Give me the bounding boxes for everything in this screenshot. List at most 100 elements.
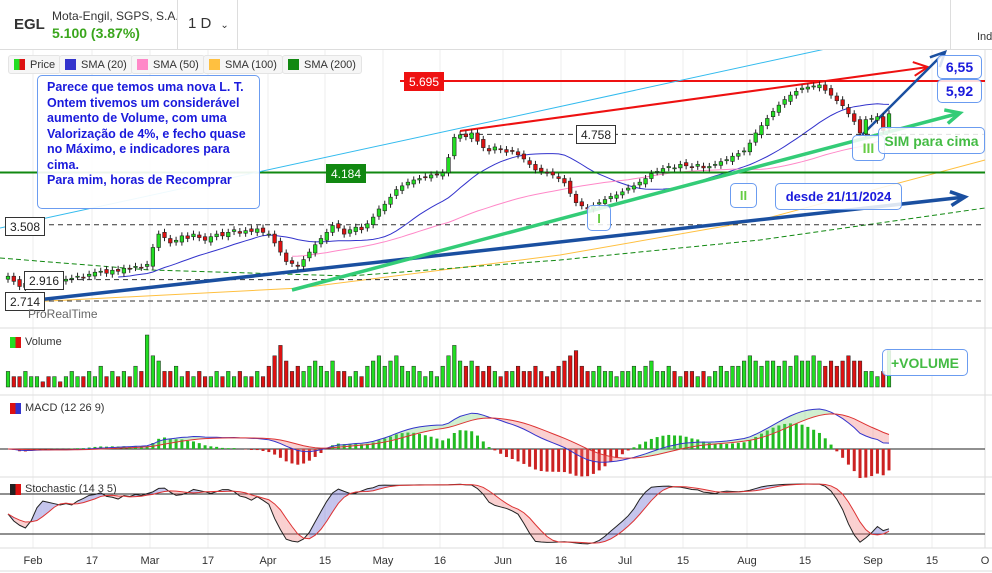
macd-histogram-bar bbox=[284, 449, 288, 462]
candle bbox=[295, 264, 300, 267]
candle bbox=[597, 202, 602, 205]
x-tick-label: Aug bbox=[737, 555, 757, 567]
volume-bar bbox=[63, 376, 69, 388]
macd-histogram-bar bbox=[510, 449, 514, 459]
volume-bar bbox=[759, 365, 764, 388]
macd-cloud bbox=[587, 448, 594, 462]
candle bbox=[145, 264, 150, 267]
macd-histogram-bar bbox=[354, 443, 358, 449]
candle bbox=[359, 226, 364, 231]
candle bbox=[139, 266, 144, 269]
macd-histogram-bar bbox=[296, 449, 300, 465]
macd-cloud bbox=[854, 418, 861, 434]
candle bbox=[840, 99, 845, 107]
candle bbox=[649, 173, 654, 179]
candle bbox=[504, 149, 509, 153]
legend-sma20[interactable]: SMA (20) bbox=[59, 55, 133, 74]
volume-bar bbox=[376, 355, 381, 388]
candle bbox=[318, 238, 324, 245]
volume-bar bbox=[185, 371, 190, 388]
candle bbox=[301, 259, 306, 267]
legend-sma50[interactable]: SMA (50) bbox=[131, 55, 205, 74]
volume-bar bbox=[29, 376, 34, 388]
stoch-cloud bbox=[523, 512, 530, 534]
macd-histogram-bar bbox=[846, 449, 850, 465]
candle bbox=[127, 267, 132, 270]
long-term-trendline bbox=[9, 195, 966, 305]
macd-histogram-bar bbox=[678, 435, 682, 449]
macd-histogram-bar bbox=[255, 449, 259, 451]
macd-histogram-bar bbox=[794, 423, 798, 449]
macd-histogram-bar bbox=[539, 449, 543, 472]
macd-histogram-bar bbox=[551, 449, 555, 472]
volume-bar bbox=[301, 371, 306, 388]
stoch-cloud bbox=[865, 529, 872, 538]
volume-bar bbox=[104, 376, 109, 388]
stoch-cloud bbox=[477, 485, 484, 495]
macd-histogram-bar bbox=[545, 449, 549, 472]
wave-i-label[interactable]: I bbox=[587, 205, 611, 231]
candle bbox=[249, 228, 254, 232]
candle bbox=[620, 191, 625, 196]
macd-histogram-bar bbox=[586, 449, 590, 477]
macd-cloud bbox=[280, 440, 287, 447]
volume-bar bbox=[539, 371, 544, 388]
candle bbox=[162, 232, 167, 238]
volume-pane-label: Volume bbox=[10, 336, 62, 348]
macd-cloud bbox=[802, 410, 808, 422]
volume-bar bbox=[765, 360, 770, 388]
macd-cloud bbox=[541, 429, 548, 441]
macd-cloud bbox=[402, 429, 408, 438]
legend-price[interactable]: Price bbox=[8, 55, 62, 74]
legend-sma100[interactable]: SMA (100) bbox=[203, 55, 283, 74]
macd-histogram-bar bbox=[887, 449, 891, 471]
indicators-button[interactable]: Ind bbox=[977, 31, 992, 43]
candle bbox=[556, 176, 561, 179]
stoch-cloud bbox=[883, 528, 889, 534]
candle bbox=[260, 227, 266, 233]
annotation-note[interactable]: Parece que temos uma nova L. T. Ontem ti… bbox=[37, 75, 260, 209]
candle bbox=[533, 164, 538, 171]
sim-para-cima-label[interactable]: SIM para cima bbox=[878, 127, 985, 154]
target-592[interactable]: 5,92 bbox=[937, 79, 982, 103]
candle bbox=[794, 91, 799, 96]
long-term-trendline-arrowhead bbox=[949, 190, 969, 207]
candle bbox=[429, 174, 434, 179]
candle bbox=[759, 125, 764, 136]
volume-bar bbox=[446, 355, 451, 388]
candle bbox=[168, 238, 173, 244]
volume-swatch bbox=[10, 336, 21, 348]
sma20-swatch bbox=[65, 59, 76, 70]
wave-ii-label[interactable]: II bbox=[730, 183, 757, 208]
volume-bar bbox=[701, 371, 706, 388]
target-655[interactable]: 6,55 bbox=[937, 55, 982, 79]
candle bbox=[753, 132, 758, 143]
candle bbox=[869, 118, 874, 120]
candle bbox=[452, 137, 457, 157]
volume-note[interactable]: +VOLUME bbox=[882, 349, 968, 376]
legend-sma200[interactable]: SMA (200) bbox=[282, 55, 362, 74]
timeframe-select[interactable]: 1 D ⌄ bbox=[188, 15, 229, 32]
macd-cloud bbox=[425, 425, 432, 432]
macd-histogram-bar bbox=[475, 435, 479, 449]
candle bbox=[255, 228, 260, 233]
volume-bar bbox=[626, 371, 631, 388]
x-tick-label: 17 bbox=[201, 555, 215, 567]
macd-histogram-bar bbox=[197, 443, 201, 449]
volume-bar bbox=[573, 350, 579, 388]
macd-histogram-bar bbox=[841, 449, 845, 458]
legend-label: SMA (200) bbox=[304, 58, 356, 71]
volume-bar bbox=[34, 376, 40, 388]
candle bbox=[214, 233, 219, 238]
candle bbox=[602, 199, 608, 204]
macd-histogram-bar bbox=[215, 446, 219, 449]
desde-label[interactable]: desde 21/11/2024 bbox=[775, 183, 902, 210]
macd-cloud bbox=[558, 436, 565, 448]
volume-bar bbox=[562, 360, 567, 388]
volume-bar bbox=[382, 365, 387, 388]
x-tick-label: 15 bbox=[676, 555, 690, 567]
x-tick-label: Apr bbox=[259, 555, 277, 567]
stoch-cloud bbox=[500, 499, 507, 509]
macd-histogram-bar bbox=[81, 448, 85, 449]
candle bbox=[492, 146, 497, 151]
